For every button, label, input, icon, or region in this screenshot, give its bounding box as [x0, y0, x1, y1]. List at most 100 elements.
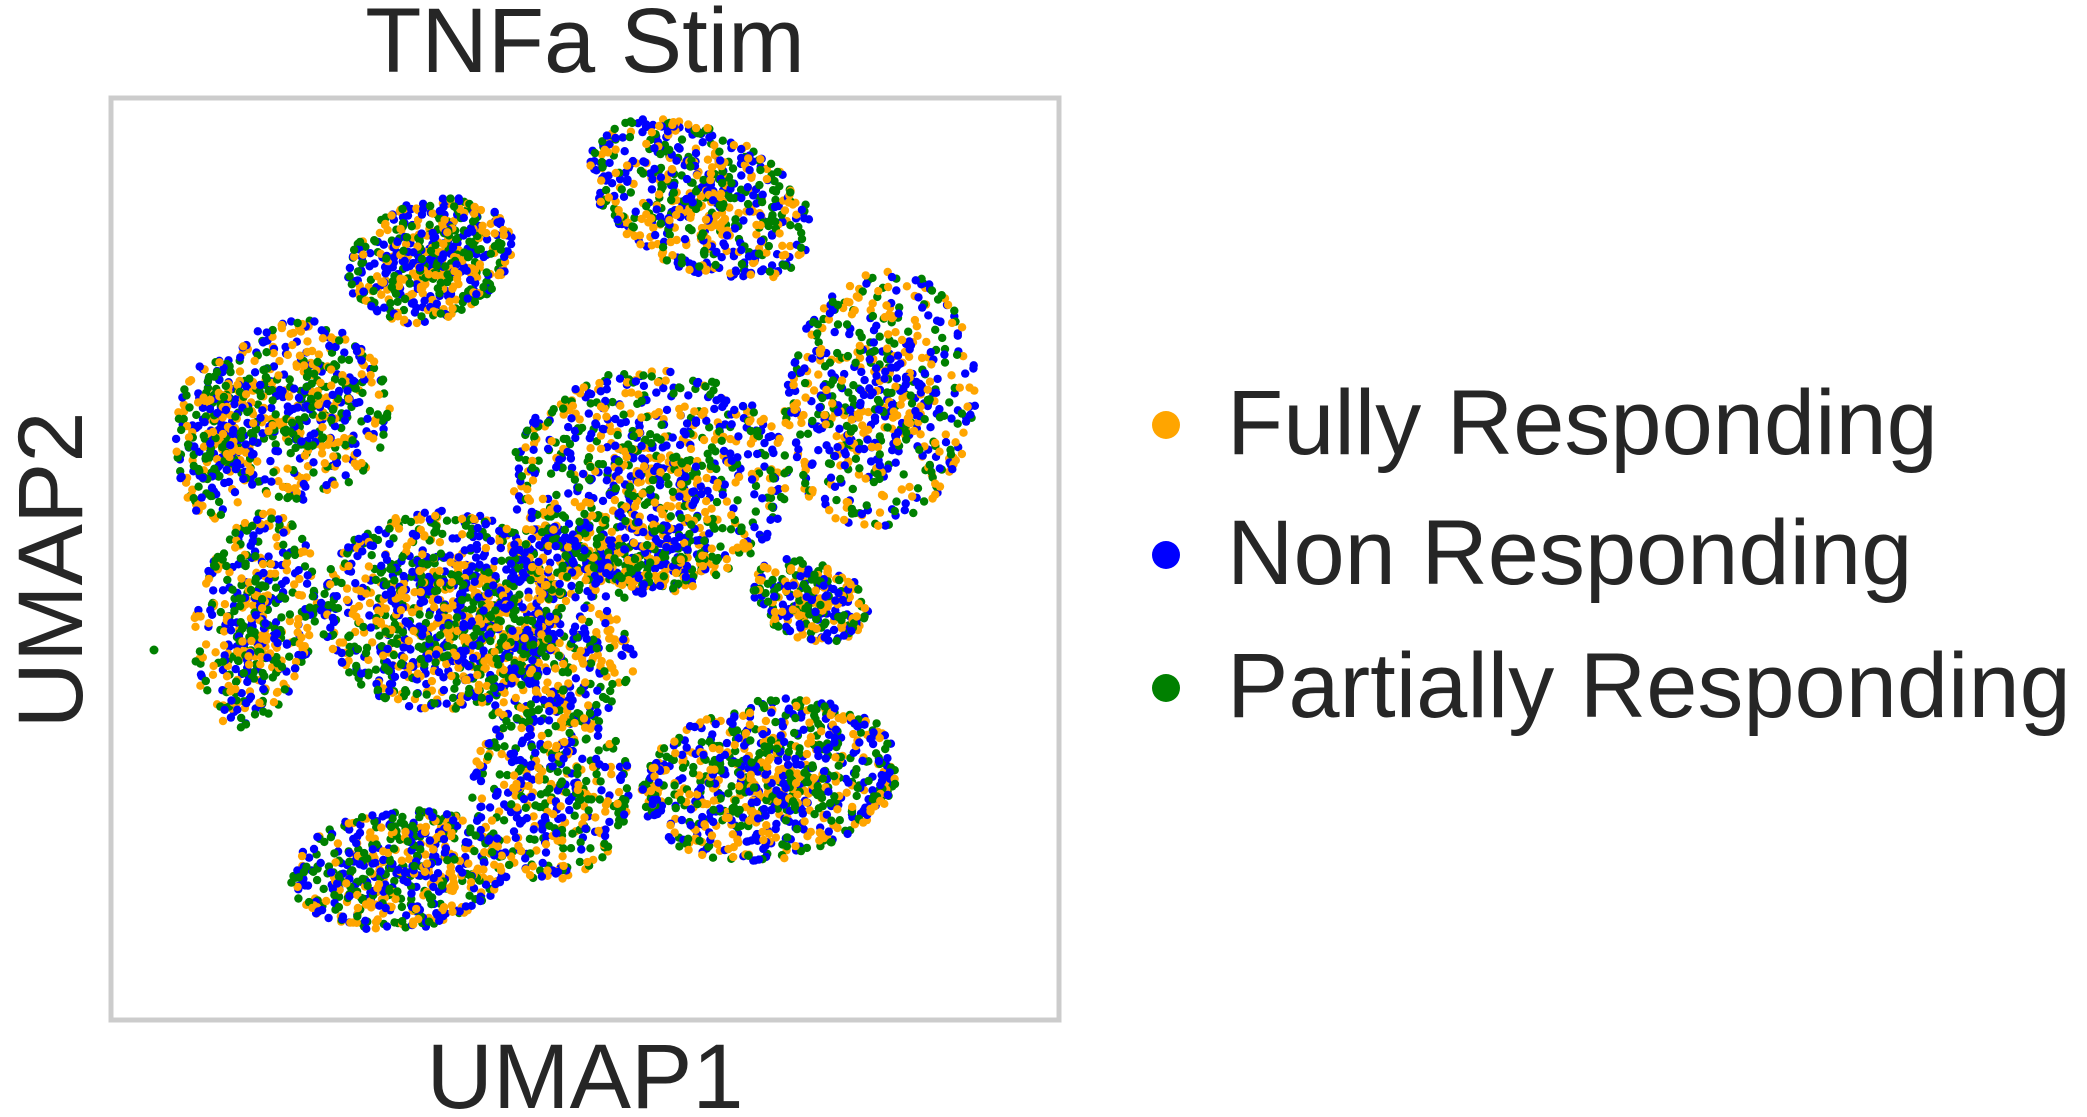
scatter-point: [766, 159, 776, 168]
scatter-point: [250, 368, 260, 377]
scatter-point: [430, 587, 440, 596]
scatter-point: [248, 537, 257, 546]
scatter-point: [657, 453, 666, 462]
scatter-point: [222, 561, 231, 571]
scatter-point: [669, 188, 678, 197]
scatter-point: [611, 133, 620, 143]
scatter-point: [611, 168, 620, 178]
scatter-point: [909, 426, 919, 436]
scatter-point: [547, 437, 556, 446]
scatter-point: [720, 480, 729, 489]
scatter-point: [897, 335, 907, 345]
scatter-point: [611, 484, 621, 493]
scatter-point: [668, 165, 677, 174]
scatter-point: [762, 533, 771, 542]
scatter-point: [239, 668, 248, 678]
scatter-point: [351, 579, 360, 588]
scatter-point: [432, 261, 441, 270]
scatter-point: [447, 578, 456, 587]
scatter-point: [418, 625, 428, 634]
scatter-point: [674, 383, 684, 392]
scatter-point: [536, 595, 545, 604]
scatter-point: [828, 399, 837, 408]
scatter-point: [282, 639, 292, 648]
scatter-point: [359, 622, 368, 632]
scatter-point: [317, 449, 327, 458]
scatter-point: [648, 120, 658, 130]
scatter-point: [749, 408, 758, 417]
scatter-point: [335, 336, 344, 345]
scatter-point: [781, 418, 790, 428]
scatter-point: [875, 461, 885, 470]
scatter-point: [788, 200, 798, 209]
scatter-point: [431, 240, 440, 250]
scatter-point: [611, 145, 620, 154]
scatter-point: [344, 561, 353, 571]
scatter-point: [285, 610, 295, 619]
scatter-point: [803, 429, 813, 438]
scatter-point: [648, 475, 658, 485]
scatter-point: [691, 149, 701, 158]
scatter-point: [931, 490, 940, 499]
scatter-point: [506, 239, 516, 249]
scatter-point: [519, 649, 528, 659]
scatter-point: [797, 234, 807, 244]
scatter-point: [712, 497, 722, 507]
scatter-point: [650, 498, 659, 507]
scatter-point: [300, 413, 309, 422]
scatter-point: [652, 388, 661, 397]
scatter-point: [490, 242, 499, 251]
scatter-point: [381, 269, 390, 278]
scatter-point: [256, 660, 265, 669]
scatter-point: [615, 475, 624, 484]
scatter-point: [661, 376, 670, 385]
scatter-point: [328, 644, 338, 654]
scatter-point: [530, 432, 539, 441]
scatter-point: [425, 635, 434, 644]
scatter-point: [727, 420, 736, 429]
scatter-point: [270, 569, 280, 578]
scatter-point: [931, 438, 940, 448]
scatter-point: [500, 252, 509, 262]
scatter-point: [871, 364, 881, 373]
scatter-point: [762, 248, 771, 257]
scatter-point: [441, 262, 450, 271]
scatter-point: [786, 241, 795, 251]
scatter-point: [281, 425, 291, 434]
scatter-point: [436, 309, 445, 318]
scatter-point: [832, 432, 841, 441]
scatter-point: [600, 667, 609, 676]
scatter-point: [888, 446, 897, 455]
scatter-point: [710, 404, 719, 414]
scatter-point: [601, 619, 610, 628]
scatter-point: [408, 567, 417, 577]
scatter-point: [474, 614, 483, 623]
scatter-point: [924, 311, 933, 320]
scatter-point: [280, 685, 289, 694]
scatter-point: [808, 416, 817, 426]
scatter-point: [600, 145, 609, 154]
scatter-point: [870, 416, 880, 425]
scatter-point: [730, 224, 740, 233]
scatter-point: [830, 327, 839, 337]
scatter-point: [393, 237, 402, 247]
scatter-point: [398, 204, 407, 214]
scatter-point: [728, 164, 738, 173]
scatter-point: [855, 464, 864, 473]
scatter-point: [647, 241, 656, 250]
scatter-point: [592, 628, 601, 637]
scatter-point: [523, 485, 532, 494]
scatter-point: [744, 154, 753, 163]
scatter-point: [327, 415, 336, 425]
scatter-point: [691, 418, 701, 427]
scatter-point: [330, 480, 339, 489]
scatter-point: [376, 443, 385, 452]
scatter-point: [239, 621, 248, 631]
scatter-point: [605, 643, 614, 653]
scatter-point: [479, 252, 488, 262]
scatter-point: [738, 401, 748, 411]
scatter-point: [737, 193, 746, 203]
scatter-point: [586, 389, 596, 399]
scatter-point: [271, 583, 281, 592]
scatter-point: [662, 256, 672, 265]
